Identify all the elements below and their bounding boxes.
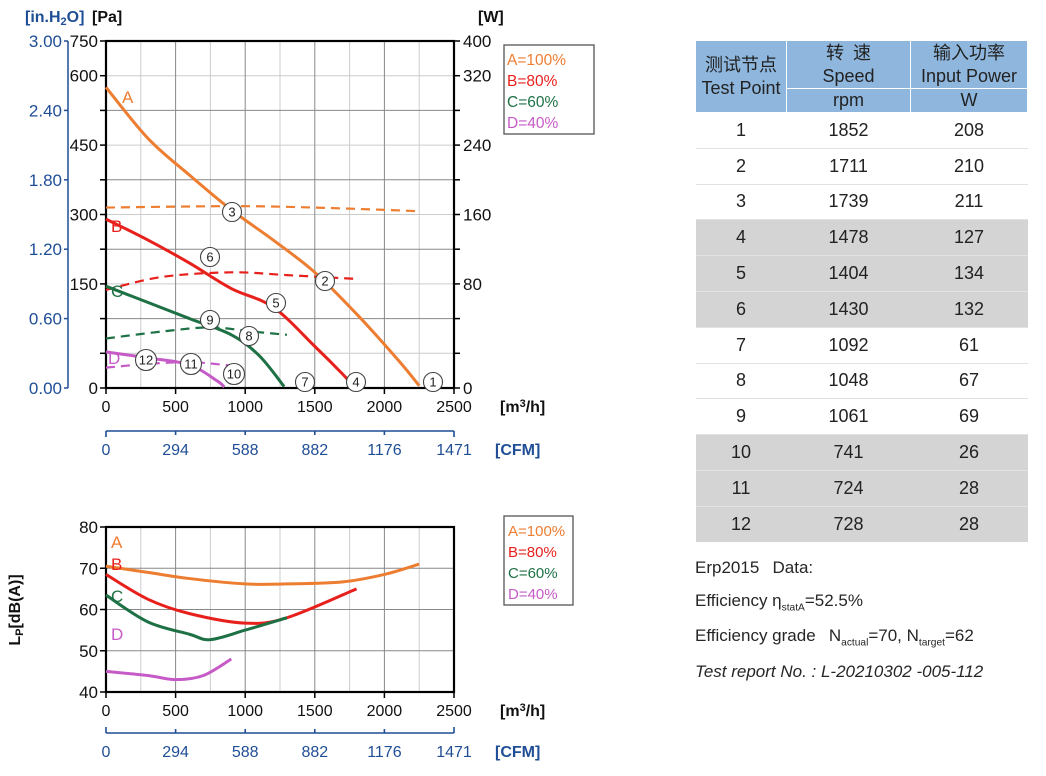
svg-text:588: 588: [232, 744, 259, 761]
svg-text:0.60: 0.60: [29, 310, 62, 329]
svg-text:D: D: [111, 625, 123, 644]
svg-text:588: 588: [232, 442, 259, 459]
svg-text:2500: 2500: [436, 703, 472, 720]
svg-text:450: 450: [70, 136, 98, 155]
svg-text:3.00: 3.00: [29, 32, 62, 51]
svg-text:10: 10: [227, 367, 241, 382]
svg-text:0: 0: [89, 379, 98, 398]
svg-text:A=100%: A=100%: [508, 523, 565, 540]
svg-text:11: 11: [184, 357, 198, 372]
svg-text:0: 0: [102, 442, 111, 459]
svg-text:240: 240: [463, 136, 491, 155]
svg-text:2500: 2500: [436, 399, 472, 416]
svg-text:1176: 1176: [367, 442, 402, 459]
svg-text:80: 80: [463, 275, 482, 294]
svg-text:9: 9: [206, 313, 213, 328]
svg-text:B=80%: B=80%: [507, 73, 558, 90]
svg-text:A: A: [122, 88, 134, 107]
svg-text:1500: 1500: [297, 399, 333, 416]
svg-text:8: 8: [245, 329, 252, 344]
svg-text:C=60%: C=60%: [508, 565, 558, 582]
svg-text:[W]: [W]: [478, 9, 504, 26]
svg-text:1.80: 1.80: [29, 171, 62, 190]
svg-text:1000: 1000: [227, 399, 263, 416]
svg-text:294: 294: [162, 442, 189, 459]
svg-text:1500: 1500: [297, 703, 333, 720]
svg-text:882: 882: [301, 744, 328, 761]
svg-text:0: 0: [102, 399, 111, 416]
svg-text:6: 6: [206, 250, 213, 265]
svg-text:320: 320: [463, 67, 491, 86]
svg-text:0: 0: [102, 703, 111, 720]
svg-text:70: 70: [79, 559, 98, 578]
svg-text:D: D: [108, 349, 120, 368]
svg-text:[CFM]: [CFM]: [495, 442, 540, 459]
svg-text:1471: 1471: [436, 442, 472, 459]
svg-text:1.20: 1.20: [29, 240, 62, 259]
svg-text:600: 600: [70, 67, 98, 86]
svg-text:5: 5: [272, 296, 279, 311]
svg-text:40: 40: [79, 683, 98, 702]
svg-text:C=60%: C=60%: [507, 94, 558, 111]
svg-text:882: 882: [301, 442, 328, 459]
svg-text:[m3/h]: [m3/h]: [500, 702, 545, 720]
svg-text:12: 12: [139, 353, 153, 368]
svg-text:7: 7: [301, 375, 308, 390]
svg-text:A: A: [111, 533, 123, 552]
svg-text:1471: 1471: [436, 744, 472, 761]
svg-text:80: 80: [79, 518, 98, 537]
svg-text:[in.H2O]: [in.H2O]: [25, 9, 84, 28]
svg-text:D=40%: D=40%: [508, 586, 558, 603]
svg-text:A=100%: A=100%: [507, 52, 566, 69]
svg-text:3: 3: [228, 205, 235, 220]
svg-text:C: C: [111, 282, 123, 301]
svg-text:B=80%: B=80%: [508, 544, 557, 561]
svg-text:294: 294: [162, 744, 189, 761]
svg-text:1176: 1176: [367, 744, 402, 761]
svg-text:D=40%: D=40%: [507, 115, 558, 132]
svg-text:2000: 2000: [367, 399, 403, 416]
svg-text:400: 400: [463, 32, 491, 51]
svg-text:B: B: [111, 555, 122, 574]
svg-text:[Pa]: [Pa]: [92, 9, 122, 26]
svg-text:50: 50: [79, 642, 98, 661]
svg-text:0: 0: [102, 744, 111, 761]
svg-text:300: 300: [70, 206, 98, 225]
svg-text:750: 750: [70, 32, 98, 51]
svg-text:60: 60: [79, 601, 98, 620]
svg-text:1000: 1000: [227, 703, 263, 720]
svg-text:[CFM]: [CFM]: [495, 744, 540, 761]
svg-text:4: 4: [352, 375, 359, 390]
svg-text:2: 2: [321, 274, 328, 289]
svg-text:500: 500: [162, 703, 189, 720]
svg-text:C: C: [111, 587, 123, 606]
svg-text:160: 160: [463, 206, 491, 225]
svg-text:[m3/h]: [m3/h]: [500, 398, 545, 416]
svg-text:LP[dB(A)]: LP[dB(A)]: [7, 574, 26, 645]
svg-text:B: B: [111, 217, 122, 236]
svg-text:2.40: 2.40: [29, 101, 62, 120]
svg-text:1: 1: [429, 375, 436, 390]
svg-text:2000: 2000: [367, 703, 403, 720]
svg-text:0: 0: [463, 379, 472, 398]
svg-text:500: 500: [162, 399, 189, 416]
svg-text:0.00: 0.00: [29, 379, 62, 398]
svg-text:150: 150: [70, 275, 98, 294]
